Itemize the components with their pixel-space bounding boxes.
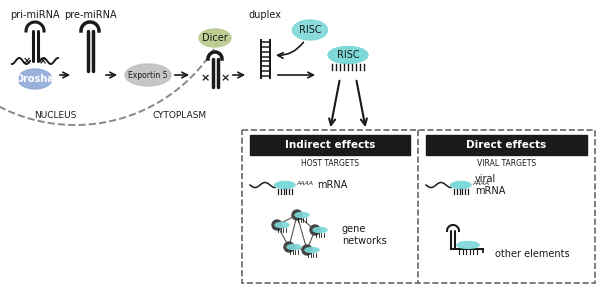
- Text: HOST TARGETS: HOST TARGETS: [301, 158, 359, 168]
- Ellipse shape: [287, 244, 301, 249]
- Ellipse shape: [451, 181, 471, 188]
- Ellipse shape: [313, 227, 327, 232]
- Bar: [250, 135, 410, 155]
- Bar: [426, 135, 587, 155]
- Text: RISC: RISC: [299, 25, 322, 35]
- Ellipse shape: [328, 47, 368, 64]
- Text: RISC: RISC: [337, 50, 359, 60]
- Text: ×: ×: [220, 73, 230, 83]
- Text: AAAA: AAAA: [472, 181, 489, 186]
- Ellipse shape: [293, 20, 328, 40]
- Ellipse shape: [305, 247, 319, 253]
- Ellipse shape: [275, 181, 295, 188]
- Text: CYTOPLASM: CYTOPLASM: [153, 110, 207, 119]
- Circle shape: [272, 220, 282, 230]
- Text: pri-miRNA: pri-miRNA: [10, 10, 60, 20]
- Text: duplex: duplex: [248, 10, 281, 20]
- Ellipse shape: [125, 64, 171, 86]
- Text: Exportin 5: Exportin 5: [128, 71, 168, 79]
- Text: pre-miRNA: pre-miRNA: [64, 10, 116, 20]
- Circle shape: [284, 242, 294, 252]
- Text: mRNA: mRNA: [317, 180, 347, 190]
- Text: gene
networks: gene networks: [342, 224, 387, 246]
- Text: NUCLEUS: NUCLEUS: [34, 110, 76, 119]
- Ellipse shape: [457, 242, 479, 249]
- Ellipse shape: [275, 223, 289, 227]
- Ellipse shape: [295, 212, 309, 218]
- Circle shape: [302, 245, 312, 255]
- Text: Dicer: Dicer: [202, 33, 228, 43]
- Text: viral
mRNA: viral mRNA: [475, 174, 505, 196]
- Text: AAAA: AAAA: [296, 181, 313, 186]
- Text: Drosha: Drosha: [16, 74, 55, 84]
- Text: VIRAL TARGETS: VIRAL TARGETS: [477, 158, 536, 168]
- Text: ×: ×: [39, 56, 47, 66]
- Bar: [242, 130, 595, 283]
- Text: other elements: other elements: [495, 249, 569, 259]
- Circle shape: [310, 225, 320, 235]
- Ellipse shape: [199, 29, 231, 47]
- Text: Direct effects: Direct effects: [466, 140, 547, 150]
- Ellipse shape: [18, 69, 52, 89]
- Circle shape: [292, 210, 302, 220]
- Text: ×: ×: [200, 73, 209, 83]
- Text: ×: ×: [23, 56, 31, 66]
- Text: Indirect effects: Indirect effects: [285, 140, 375, 150]
